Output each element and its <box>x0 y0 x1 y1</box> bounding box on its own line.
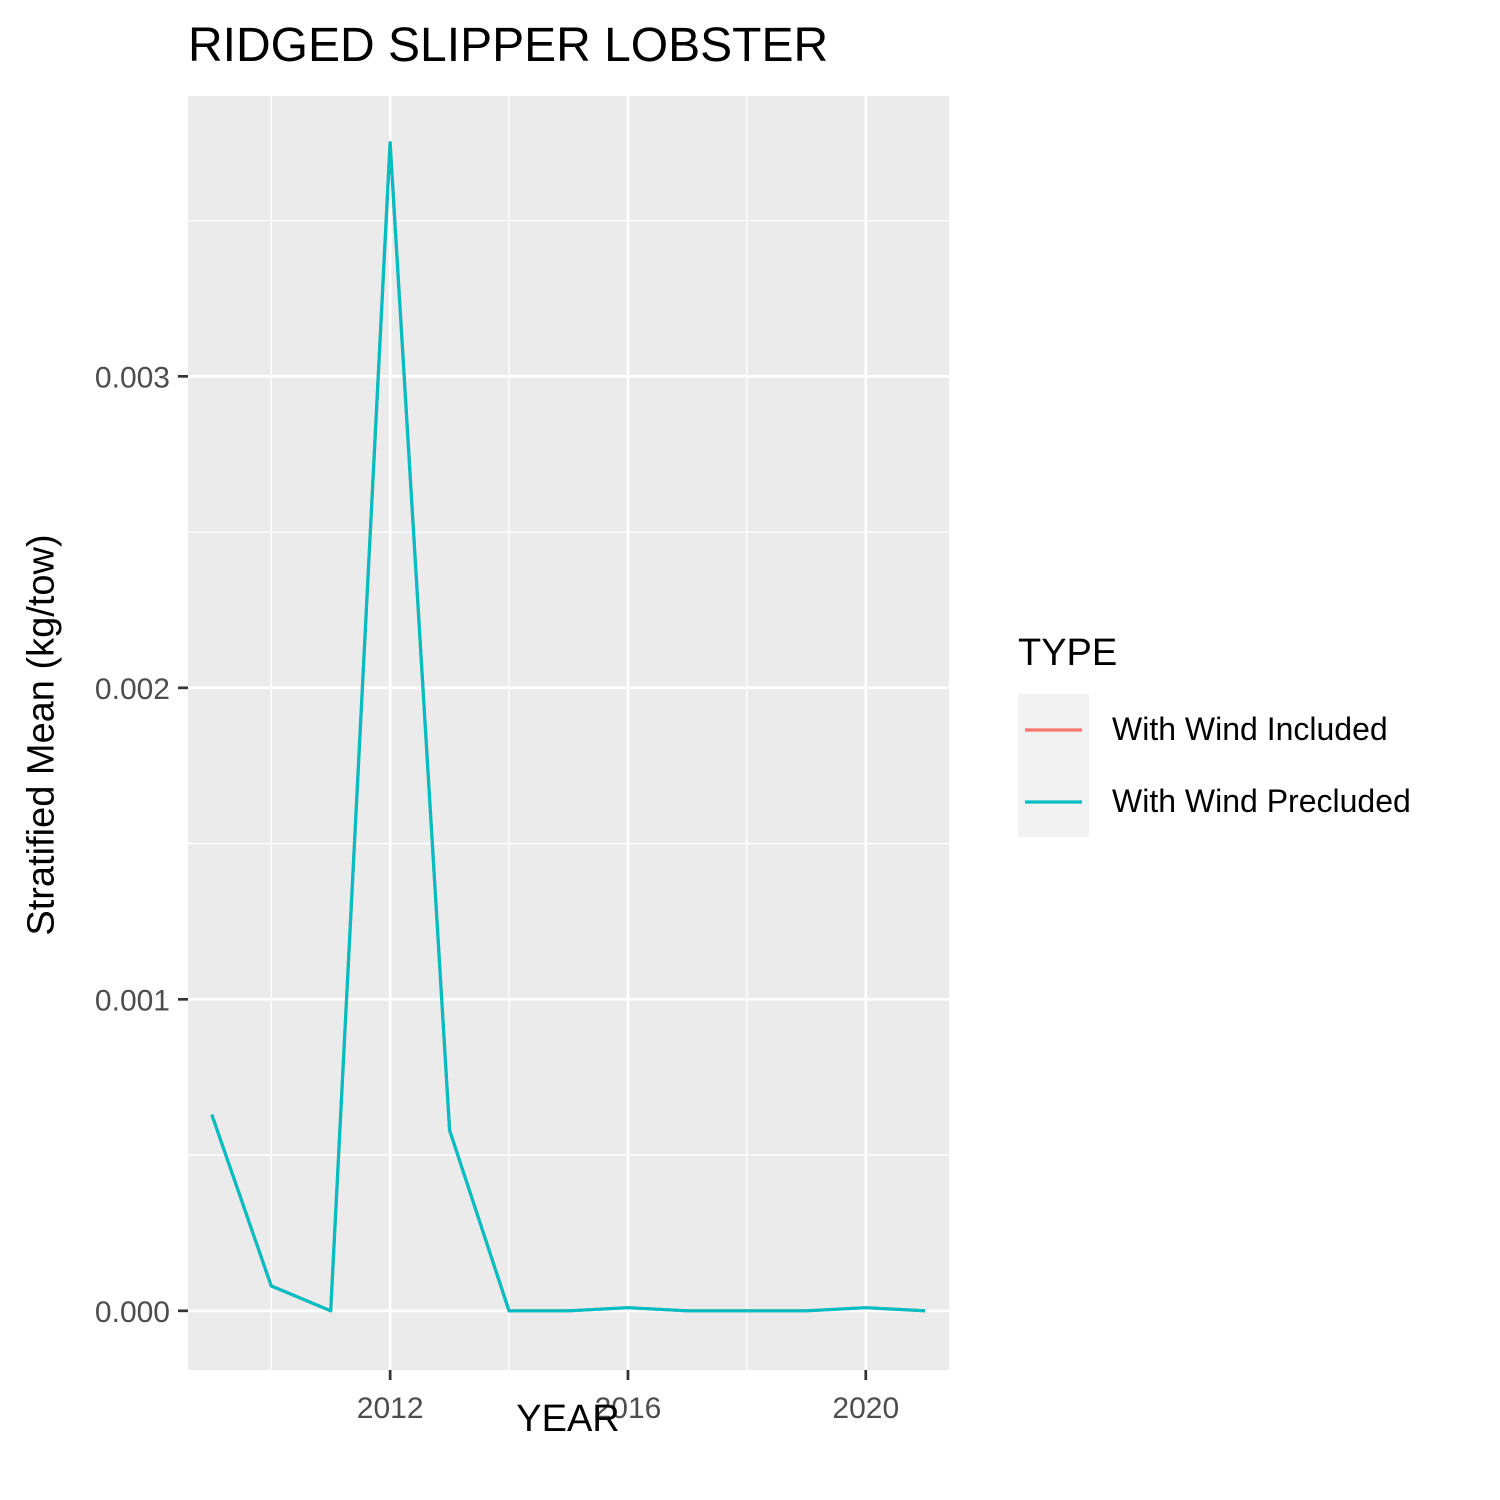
y-tick-label: 0.001 <box>95 984 170 1017</box>
y-tick-label: 0.002 <box>95 673 170 706</box>
legend-keys <box>1025 728 1082 804</box>
x-axis-label: YEAR <box>516 1398 620 1440</box>
legend-label-with-wind-included: With Wind Included <box>1112 711 1388 747</box>
axis-tick-labels: 2012 2016 2020 0.000 0.001 0.002 0.003 <box>95 361 899 1425</box>
y-axis-label: Stratified Mean (kg/tow) <box>20 534 63 936</box>
chart-title: RIDGED SLIPPER LOBSTER <box>188 19 829 72</box>
x-tick-label: 2012 <box>357 1392 424 1425</box>
axis-ticks <box>178 374 868 1380</box>
series-lines <box>210 141 926 1313</box>
series-line-2 <box>210 141 926 1313</box>
legend-title: TYPE <box>1018 632 1118 674</box>
grid-minor <box>188 96 949 1370</box>
grid-major <box>188 96 949 1370</box>
x-tick-label: 2016 <box>595 1392 662 1425</box>
plot-panel <box>188 96 949 1370</box>
x-tick-label: 2020 <box>832 1392 899 1425</box>
y-tick-label: 0.003 <box>95 361 170 394</box>
legend-key-background <box>1018 694 1089 837</box>
y-tick-label: 0.000 <box>95 1296 170 1329</box>
legend-label-with-wind-precluded: With Wind Precluded <box>1112 783 1411 819</box>
